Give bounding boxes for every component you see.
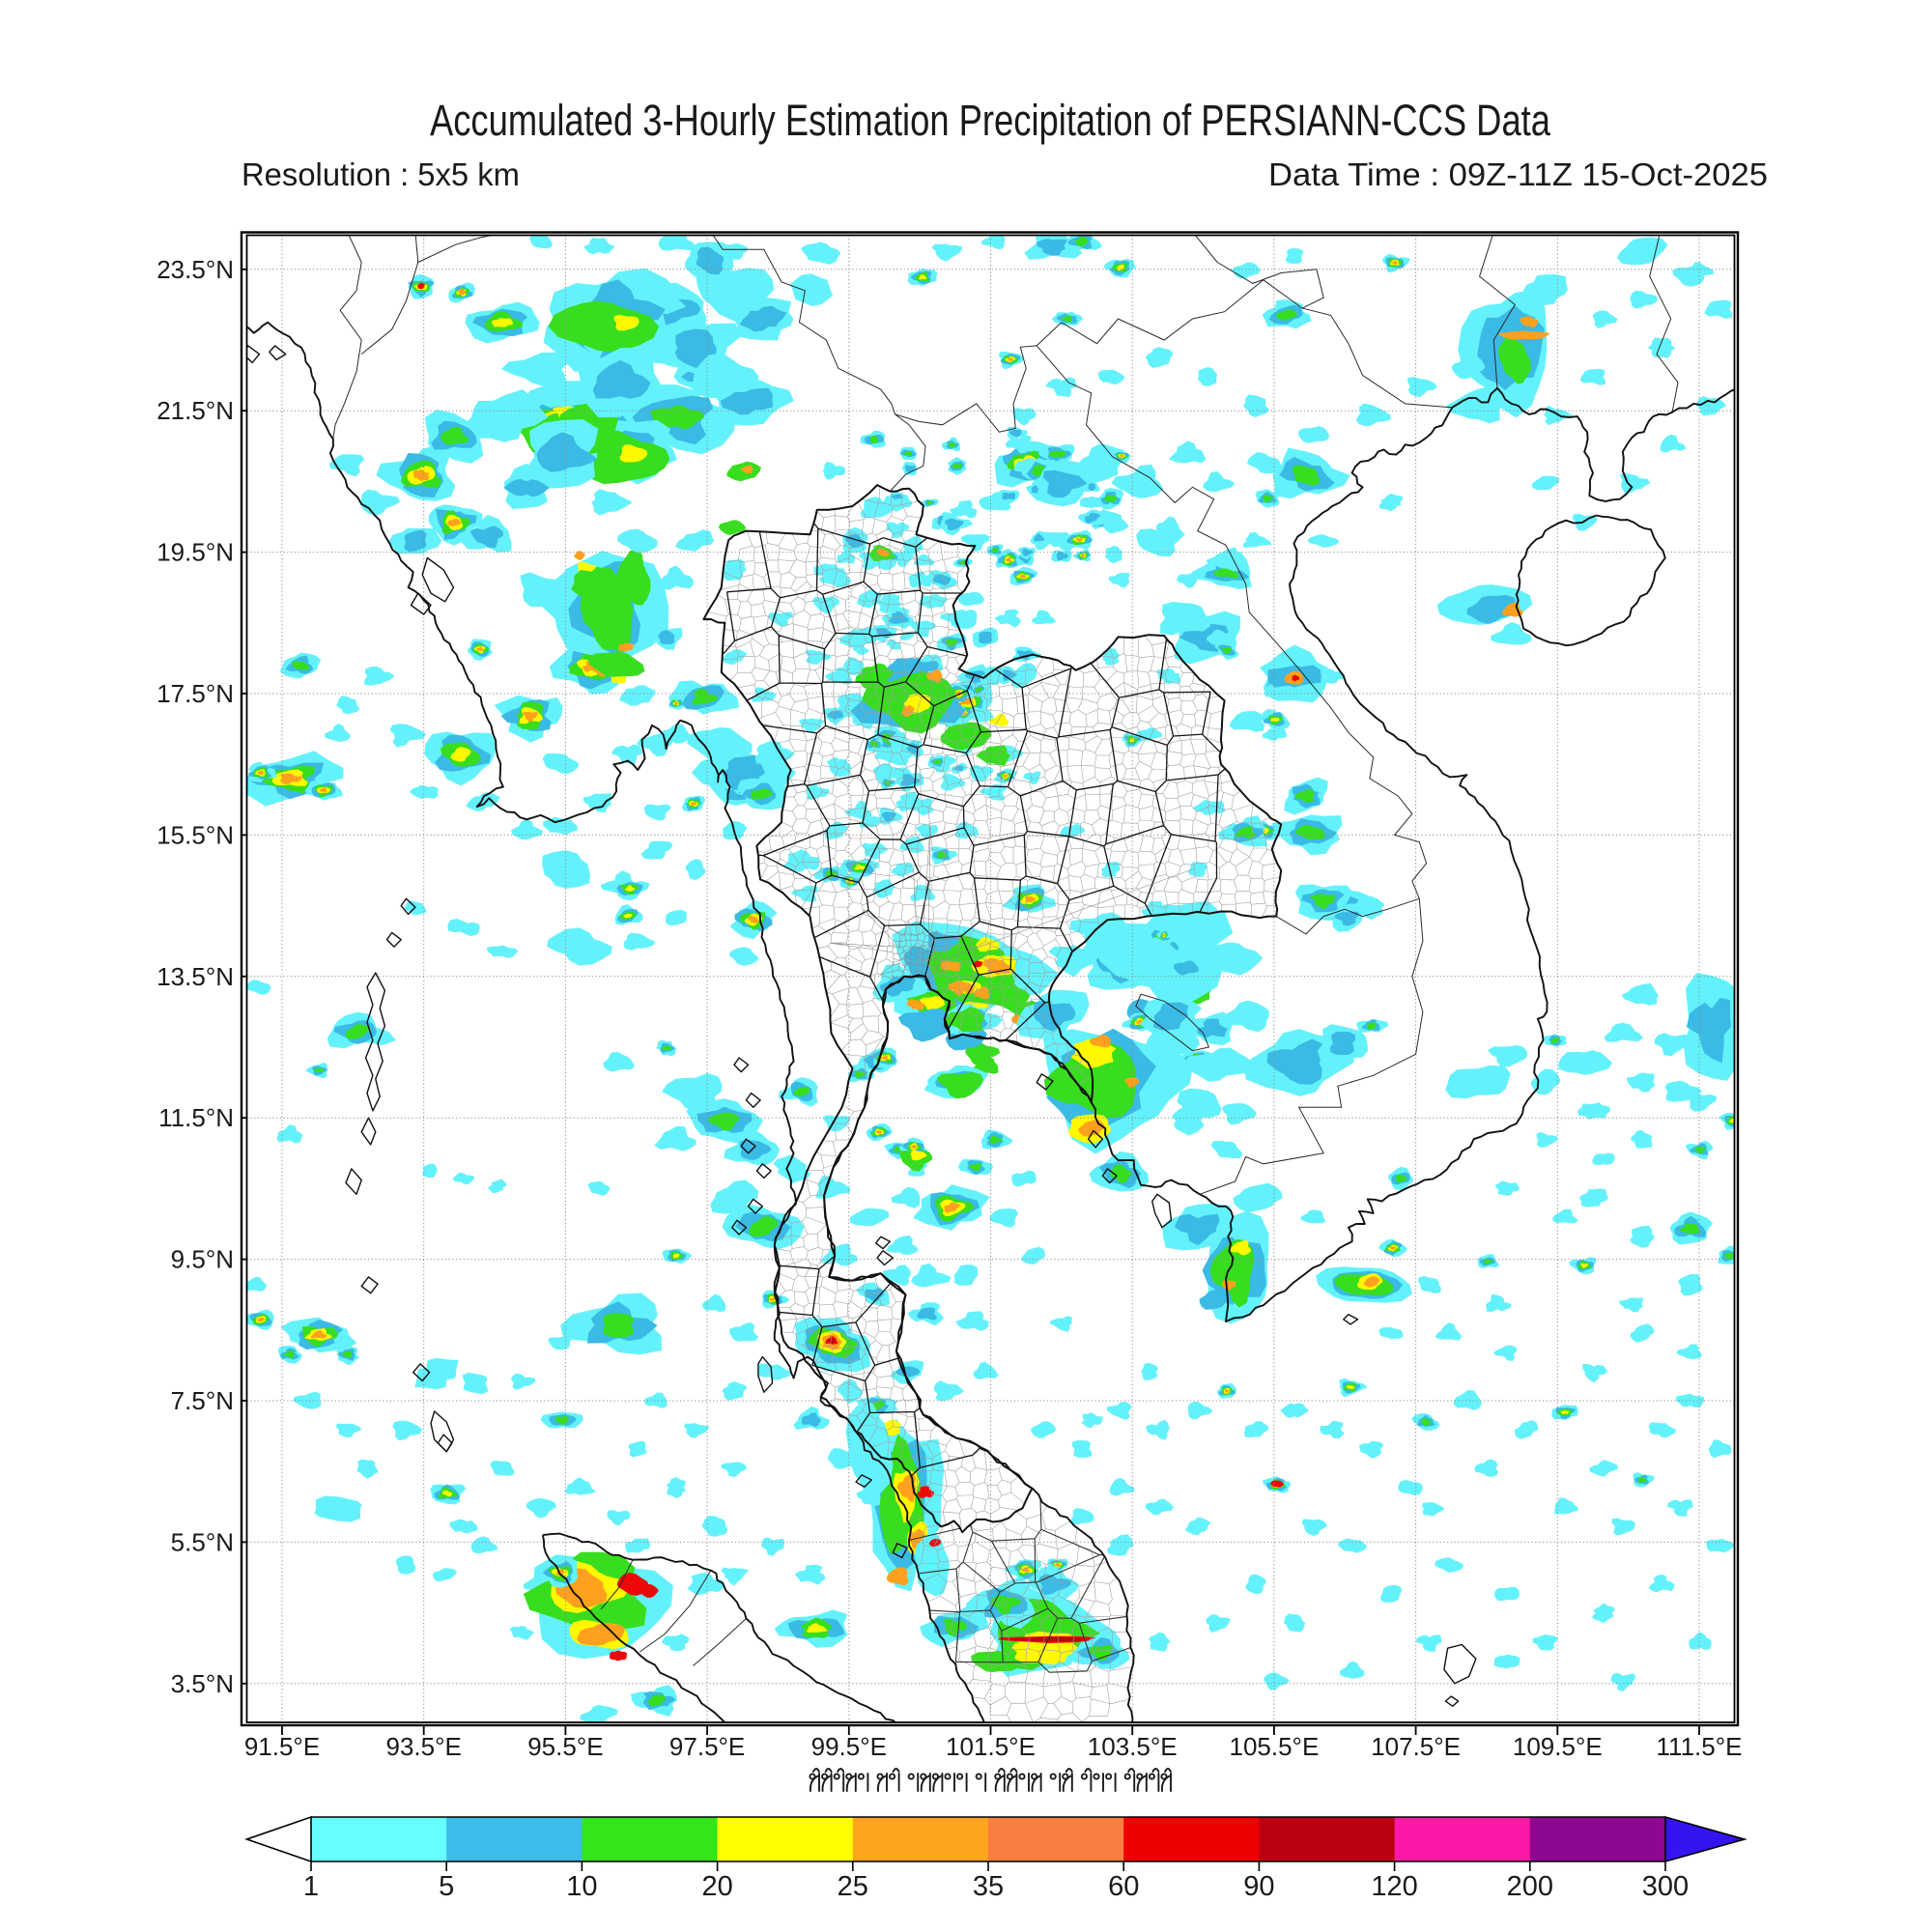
- svg-text:90: 90: [1243, 1871, 1274, 1902]
- svg-text:300: 300: [1642, 1871, 1689, 1902]
- svg-text:17.5°N: 17.5°N: [156, 679, 234, 708]
- svg-text:95.5°E: 95.5°E: [527, 1732, 603, 1761]
- svg-text:99.5°E: 99.5°E: [811, 1732, 887, 1761]
- svg-text:60: 60: [1108, 1871, 1139, 1902]
- svg-text:93.5°E: 93.5°E: [386, 1732, 462, 1761]
- svg-text:10: 10: [566, 1871, 597, 1902]
- svg-text:5: 5: [439, 1871, 454, 1902]
- svg-text:109.5°E: 109.5°E: [1513, 1732, 1603, 1761]
- svg-text:200: 200: [1507, 1871, 1553, 1902]
- svg-text:120: 120: [1371, 1871, 1417, 1902]
- svg-text:23.5°N: 23.5°N: [156, 255, 234, 284]
- svg-text:25: 25: [838, 1871, 868, 1902]
- svg-text:Data Time : 09Z-11Z 15-Oct-202: Data Time : 09Z-11Z 15-Oct-2025: [1268, 156, 1768, 192]
- svg-text:9.5°N: 9.5°N: [171, 1245, 234, 1274]
- svg-text:105.5°E: 105.5°E: [1229, 1732, 1319, 1761]
- svg-text:107.5°E: 107.5°E: [1371, 1732, 1461, 1761]
- svg-text:Accumulated 3-Hourly Estimatio: Accumulated 3-Hourly Estimation Precipit…: [430, 96, 1551, 145]
- svg-text:97.5°E: 97.5°E: [669, 1732, 745, 1761]
- svg-text:103.5°E: 103.5°E: [1088, 1732, 1178, 1761]
- svg-text:15.5°N: 15.5°N: [156, 820, 234, 849]
- svg-text:19.5°N: 19.5°N: [156, 538, 234, 567]
- svg-text:101.5°E: 101.5°E: [946, 1732, 1036, 1761]
- svg-text:11.5°N: 11.5°N: [158, 1103, 234, 1132]
- svg-text:5.5°N: 5.5°N: [171, 1527, 234, 1556]
- svg-text:13.5°N: 13.5°N: [156, 962, 234, 991]
- svg-text:35: 35: [973, 1871, 1004, 1902]
- svg-text:111.5°E: 111.5°E: [1657, 1732, 1743, 1761]
- svg-text:Resolution : 5x5 km: Resolution : 5x5 km: [242, 156, 520, 192]
- svg-text:91.5°E: 91.5°E: [244, 1732, 320, 1761]
- svg-text:3.5°N: 3.5°N: [171, 1669, 234, 1698]
- svg-text:1: 1: [303, 1871, 319, 1902]
- svg-text:20: 20: [701, 1871, 732, 1902]
- svg-text:21.5°N: 21.5°N: [156, 396, 234, 425]
- svg-text:7.5°N: 7.5°N: [171, 1386, 234, 1415]
